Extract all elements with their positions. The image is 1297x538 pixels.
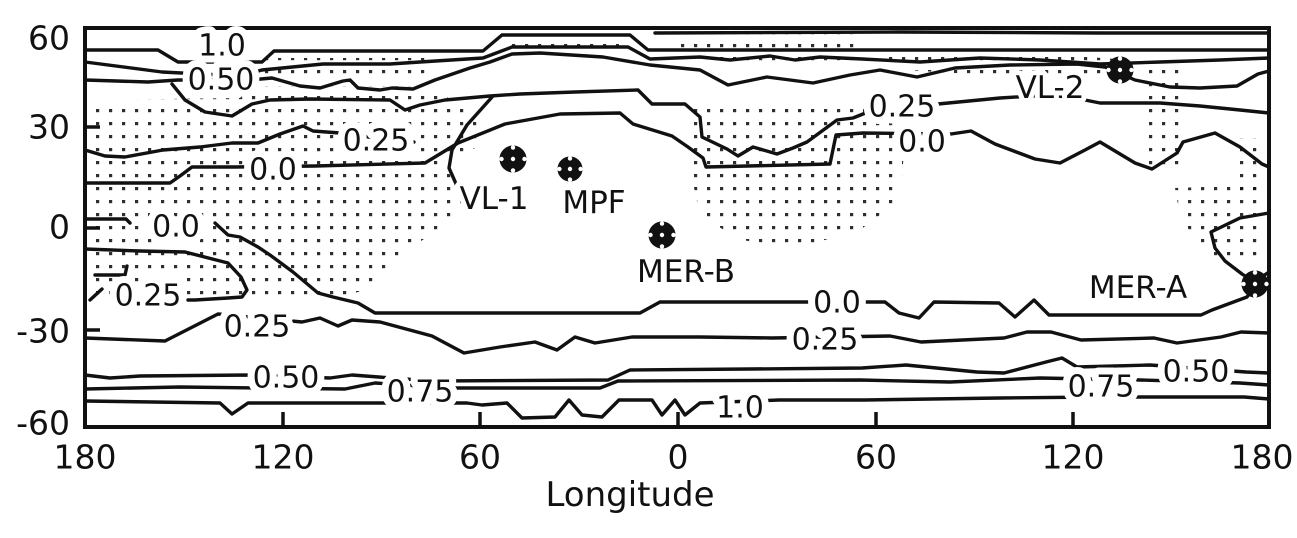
site-marker-pip — [1129, 67, 1134, 73]
contour-line-0.0 — [1209, 211, 1271, 283]
site-marker-pip — [648, 232, 653, 238]
site-marker-pip — [522, 156, 527, 162]
site-label: MPF — [562, 185, 625, 221]
stipple-region — [1232, 138, 1266, 190]
contour-label: 0.0 — [152, 210, 200, 245]
contour-line-1.0 — [653, 30, 1271, 35]
contour-line-0.50 — [83, 51, 1271, 92]
contour-line-0.0 — [83, 217, 132, 225]
contour-line-0.0 — [83, 111, 1271, 185]
site-marker-pip — [557, 166, 562, 172]
site-marker-pip — [1252, 270, 1258, 275]
contour-label: 0.50 — [188, 63, 255, 98]
contour-label: 1.0 — [716, 391, 764, 426]
y-axis-tick-label: 0 — [49, 208, 70, 247]
stipple-region — [509, 36, 619, 46]
contour-label: 0.25 — [869, 90, 936, 125]
x-axis-tick-label: 120 — [1042, 438, 1105, 477]
x-axis-tick-label: 0 — [668, 438, 689, 477]
contour-line-0.25 — [83, 312, 1271, 355]
stipple-region — [688, 100, 905, 247]
contour-line-0.25 — [170, 82, 1271, 158]
x-axis-tick-label: 180 — [1231, 438, 1294, 477]
site-marker-pip — [567, 156, 573, 161]
site-marker-pip — [659, 221, 665, 226]
site-label: VL-2 — [1016, 70, 1085, 106]
site-label: VL-1 — [460, 181, 529, 217]
contour-label: 0.25 — [343, 124, 410, 159]
site-marker-pip — [671, 232, 676, 238]
contour-line-0.25 — [83, 124, 416, 159]
site-marker-pip — [1106, 67, 1111, 73]
site-label: MER-B — [637, 254, 735, 290]
stipple-region — [1138, 62, 1183, 128]
site-marker-pip — [510, 168, 516, 173]
site-marker-MPF: MPF — [557, 156, 631, 226]
contour-label: 0.50 — [253, 361, 320, 396]
site-marker-VL-1: VL-1 — [455, 145, 533, 222]
stipple-region — [1175, 185, 1262, 262]
contour-label: 0.0 — [249, 153, 297, 188]
stipple-region — [663, 34, 862, 62]
x-axis-tick-label: 180 — [54, 438, 117, 477]
contour-label: 0.25 — [224, 310, 291, 345]
contour-label: 0.75 — [1068, 370, 1135, 405]
site-marker-pip — [1117, 79, 1123, 84]
site-marker-MER-A: MER-A — [1084, 265, 1269, 311]
axis-labels: 180 120 60 0 60 120 180 60 30 0 -30 -60 — [16, 19, 1293, 477]
stipple-region — [92, 86, 482, 302]
y-axis-tick-label: -30 — [16, 312, 70, 351]
stipple-regions — [92, 34, 1266, 302]
contour-line-1.0 — [83, 395, 1271, 420]
stipple-region — [1147, 133, 1187, 165]
site-marker-pip — [510, 156, 516, 162]
contour-line-0.25 — [93, 264, 129, 277]
site-marker-pip — [1117, 67, 1123, 73]
contour-line-0.50 — [83, 356, 1271, 383]
site-marker-pip — [1252, 281, 1258, 287]
y-axis-tick-label: 60 — [28, 19, 70, 58]
site-marker-pip — [499, 156, 504, 162]
contour-label: 0.50 — [1163, 355, 1230, 390]
site-marker-VL-2: VL-2 — [1011, 56, 1134, 111]
contour-lines — [83, 30, 1271, 420]
site-marker-pip — [567, 177, 573, 182]
contour-label: 0.25 — [792, 323, 859, 358]
x-axis-tick-label: 120 — [252, 438, 315, 477]
contour-label: 0.0 — [813, 286, 861, 321]
contour-line-0.0 — [213, 221, 1257, 320]
site-marker-pip — [1252, 293, 1258, 298]
site-marker-pip — [510, 145, 516, 150]
site-marker-pip — [567, 166, 573, 172]
y-axis-tick-label: -60 — [16, 404, 70, 443]
contour-label: 0.25 — [115, 279, 182, 314]
site-marker-pip — [1241, 281, 1246, 287]
site-marker-MER-B: MER-B — [632, 221, 740, 295]
contour-line-0.75 — [83, 376, 1271, 391]
site-marker-pip — [1264, 281, 1269, 287]
site-marker-pip — [659, 232, 665, 238]
contour-line-0.25 — [88, 287, 104, 302]
y-axis-tick-label: 30 — [28, 108, 70, 147]
contour-line-0.0 — [447, 94, 495, 205]
x-axis-title: Longitude — [545, 475, 714, 515]
contour-labels: 1.00.500.250.00.250.00.00.250.250.00.250… — [108, 22, 1237, 433]
contour-line-0.25 — [83, 247, 249, 302]
x-axis-tick-label: 60 — [459, 438, 501, 477]
site-marker-pip — [659, 244, 665, 249]
contour-label: 1.0 — [198, 29, 246, 64]
contour-label: 0.75 — [387, 375, 454, 410]
site-marker-pip — [578, 166, 583, 172]
x-axis-tick-label: 60 — [855, 438, 897, 477]
site-marker-pip — [1117, 56, 1123, 61]
contour-line-1.0 — [83, 33, 1271, 64]
site-markers: VL-1 MPF MER-B VL-2 MER-A — [455, 56, 1269, 311]
site-label: MER-A — [1089, 270, 1187, 306]
contour-line-0.75 — [83, 45, 1271, 78]
contour-label: 0.0 — [898, 125, 946, 160]
axis-ticks — [85, 125, 1075, 427]
